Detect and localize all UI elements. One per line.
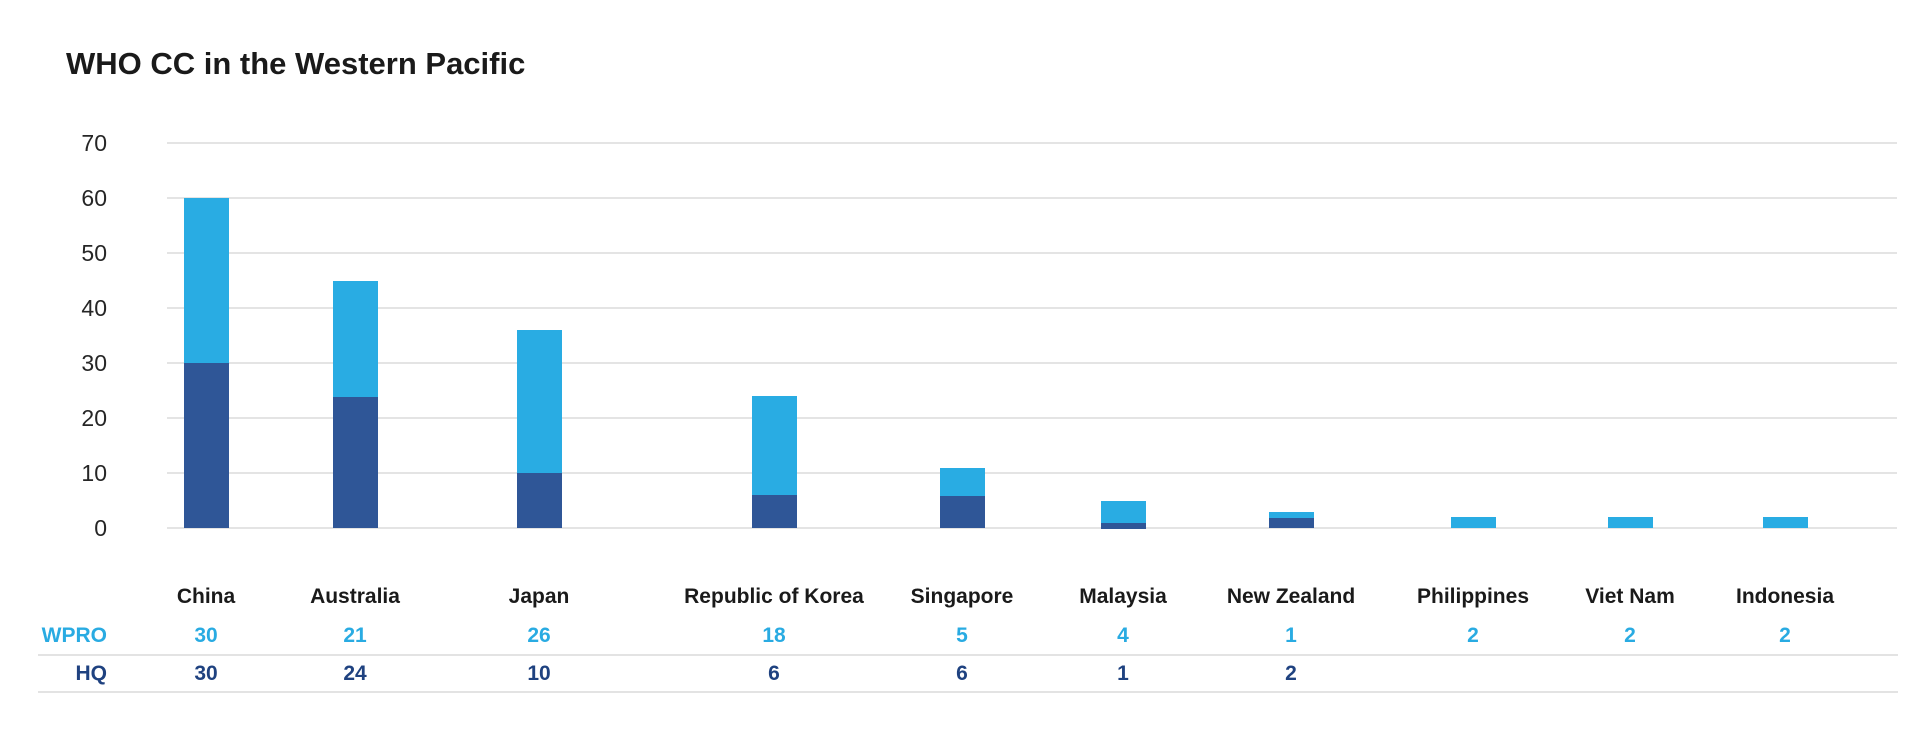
bar-hq-republic-of-korea xyxy=(752,495,797,528)
gridline-y-60 xyxy=(167,197,1897,199)
wpro-value-viet-nam: 2 xyxy=(1624,624,1636,647)
gridline-y-70 xyxy=(167,142,1897,144)
y-tick-label-50: 50 xyxy=(81,240,107,266)
category-label-republic-of-korea: Republic of Korea xyxy=(684,585,864,608)
y-tick-label-0: 0 xyxy=(94,515,107,541)
bar-wpro-china xyxy=(184,198,229,363)
wpro-value-philippines: 2 xyxy=(1467,624,1479,647)
category-label-malaysia: Malaysia xyxy=(1079,585,1167,608)
category-label-indonesia: Indonesia xyxy=(1735,585,1835,608)
category-label-new-zealand: New Zealand xyxy=(1226,585,1356,608)
bar-hq-japan xyxy=(517,473,562,528)
wpro-value-malaysia: 4 xyxy=(1117,624,1129,647)
category-label-australia: Australia xyxy=(310,585,400,608)
gridline-y-40 xyxy=(167,307,1897,309)
hq-value-republic-of-korea: 6 xyxy=(768,662,780,685)
gridline-y-0 xyxy=(167,527,1897,529)
bar-wpro-singapore xyxy=(940,468,985,496)
bar-wpro-new-zealand xyxy=(1269,512,1314,518)
gridline-y-10 xyxy=(167,472,1897,474)
bar-wpro-malaysia xyxy=(1101,501,1146,523)
category-label-viet-nam: Viet Nam xyxy=(1585,585,1675,608)
hq-value-australia: 24 xyxy=(343,662,367,685)
category-label-philippines: Philippines xyxy=(1416,585,1529,608)
y-tick-label-60: 60 xyxy=(81,185,107,211)
bar-hq-china xyxy=(184,363,229,528)
bar-hq-malaysia xyxy=(1101,523,1146,529)
bar-hq-australia xyxy=(333,396,378,528)
category-label-china: China xyxy=(176,585,236,608)
y-tick-label-40: 40 xyxy=(81,295,107,321)
bar-wpro-australia xyxy=(333,281,378,397)
wpro-value-republic-of-korea: 18 xyxy=(762,624,786,647)
hq-value-malaysia: 1 xyxy=(1117,662,1129,685)
bar-wpro-philippines xyxy=(1451,517,1496,528)
row-label-wpro: WPRO xyxy=(41,624,107,647)
bar-hq-new-zealand xyxy=(1269,517,1314,528)
gridline-y-30 xyxy=(167,362,1897,364)
chart-title: WHO CC in the Western Pacific xyxy=(66,46,526,81)
wpro-value-singapore: 5 xyxy=(956,624,968,647)
hq-value-china: 30 xyxy=(194,662,218,685)
wpro-value-indonesia: 2 xyxy=(1779,624,1791,647)
table-divider-2 xyxy=(38,691,1898,693)
wpro-value-new-zealand: 1 xyxy=(1285,624,1297,647)
bar-wpro-japan xyxy=(517,330,562,473)
y-tick-label-20: 20 xyxy=(81,405,107,431)
wpro-value-japan: 26 xyxy=(527,624,551,647)
category-label-singapore: Singapore xyxy=(910,585,1014,608)
category-label-japan: Japan xyxy=(508,585,570,608)
hq-value-singapore: 6 xyxy=(956,662,968,685)
gridline-y-20 xyxy=(167,417,1897,419)
row-label-hq: HQ xyxy=(75,662,108,685)
bar-wpro-indonesia xyxy=(1763,517,1808,528)
bar-wpro-viet-nam xyxy=(1608,517,1653,528)
hq-value-japan: 10 xyxy=(527,662,551,685)
table-divider-1 xyxy=(38,654,1898,656)
wpro-value-china: 30 xyxy=(194,624,218,647)
bar-wpro-republic-of-korea xyxy=(752,396,797,495)
hq-value-new-zealand: 2 xyxy=(1285,662,1297,685)
wpro-value-australia: 21 xyxy=(343,624,367,647)
y-tick-label-70: 70 xyxy=(81,130,107,156)
y-tick-label-30: 30 xyxy=(81,350,107,376)
y-tick-label-10: 10 xyxy=(81,460,107,486)
gridline-y-50 xyxy=(167,252,1897,254)
bar-hq-singapore xyxy=(940,495,985,528)
